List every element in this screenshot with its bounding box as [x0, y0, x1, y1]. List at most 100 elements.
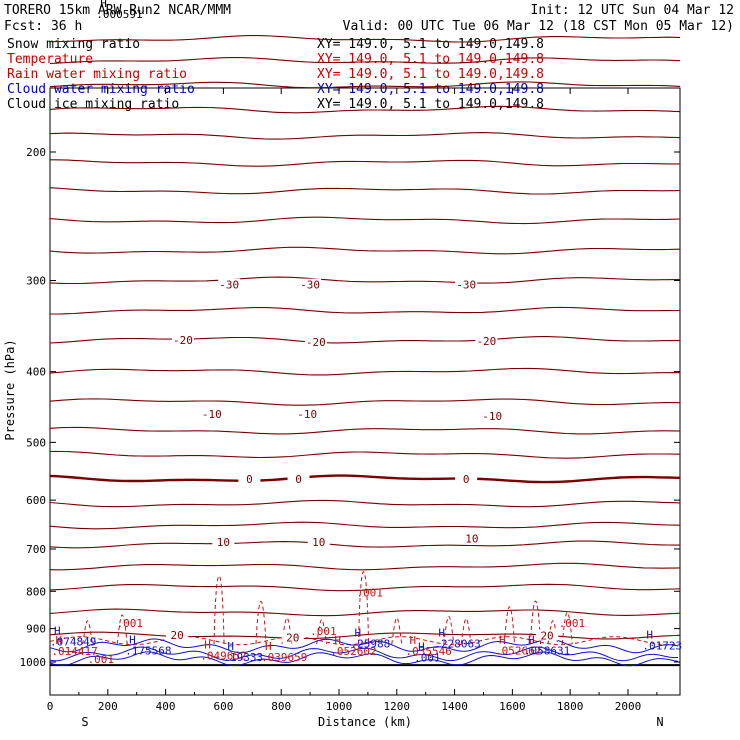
- isotherm-label-bg: [481, 409, 504, 421]
- high-marker: H: [438, 626, 445, 639]
- rain-spike: [391, 617, 403, 645]
- high-value-label: .052662: [495, 645, 541, 658]
- isotherm-line: [49, 540, 680, 549]
- field-legend: Snow mixing ratio XY= 149.0, 5.1 to 149.0…: [7, 37, 544, 112]
- isotherm-line: [49, 132, 681, 140]
- x-tick-label: 1000: [326, 700, 353, 713]
- high-value-label: .01723: [642, 640, 682, 653]
- isotherm-line: [49, 246, 681, 255]
- rain-spike: [316, 619, 328, 645]
- isotherm-line: [49, 35, 681, 43]
- isotherm-line: [49, 367, 681, 376]
- isotherm-label-bg: [475, 334, 498, 346]
- isotherm-label-bg: [455, 472, 478, 484]
- isotherm-label: 0: [295, 473, 302, 486]
- high-value-label: .014417: [51, 645, 97, 658]
- axes: 0 200 400 600 800 1000 1200 1400 1600 1800 2000200…: [20, 88, 680, 713]
- isotherm-label: -30: [219, 279, 239, 292]
- high-value-label: .228063: [434, 637, 480, 650]
- valid-time: Valid: 00 UTC Tue 06 Mar 12 (18 CST Mon …: [343, 19, 734, 34]
- high-marker: H: [409, 634, 416, 647]
- high-marker: H: [55, 634, 62, 647]
- isotherm-line: [49, 187, 681, 195]
- field-name: Temperature: [7, 52, 93, 67]
- field-name: Snow mixing ratio: [7, 37, 140, 52]
- high-marker: H: [227, 640, 234, 653]
- cloud-water-line: [49, 651, 679, 667]
- high-value-label: .074849: [50, 636, 96, 649]
- rain-spike: [547, 620, 559, 645]
- y-tick-label: 500: [26, 436, 46, 449]
- field-name: Cloud water mixing ratio: [7, 82, 195, 97]
- field-xy-range: XY= 149.0, 5.1 to 149.0,149.8: [317, 82, 544, 97]
- forecast-hour: Fcst: 36 h: [4, 19, 82, 34]
- isotherm-label: -20: [306, 336, 326, 349]
- isotherm-label: 0: [246, 473, 253, 486]
- high-value-label: .052602: [330, 645, 376, 658]
- north-endpoint-label: N: [656, 715, 663, 729]
- rain-contour-base: [49, 636, 681, 646]
- isotherm-label: -10: [202, 408, 222, 421]
- isotherm-line: [50, 306, 680, 315]
- header: TORERO 15km ARW Run2 NCAR/MMM Init: 12 U…: [4, 3, 734, 112]
- isotherm-line: [49, 105, 681, 114]
- temperature-contours: [49, 35, 681, 640]
- isotherm-label: -10: [482, 410, 502, 423]
- isotherm-line: [49, 276, 681, 285]
- x-axis-label: Distance (km): [318, 715, 412, 729]
- field-xy-range: XY= 149.0, 5.1 to 149.0,149.8: [317, 52, 544, 67]
- isotherm-line: [49, 398, 681, 406]
- y-tick-label: 800: [26, 585, 46, 598]
- y-tick-label: 200: [26, 146, 46, 159]
- south-endpoint-label: S: [81, 715, 88, 729]
- field-name: Cloud ice mixing ratio: [7, 97, 179, 112]
- isotherm-label-bg: [460, 532, 483, 544]
- isotherm-label-bg: [296, 407, 319, 419]
- rain-contours: [49, 571, 681, 646]
- isotherm-label-bg: [238, 472, 261, 484]
- y-tick-label: 700: [26, 543, 46, 556]
- isotherm-line: [49, 521, 681, 530]
- isotherm-line: [49, 450, 681, 459]
- cloud-water-line: [49, 638, 679, 654]
- rain-spike: [530, 600, 542, 645]
- isotherm-line: [49, 426, 680, 435]
- cloud-water-contours: [49, 638, 679, 667]
- isotherm-label-bg: [304, 335, 327, 347]
- isotherm-line: [49, 562, 681, 571]
- isotherm-label: 10: [465, 532, 478, 545]
- isotherm-label-bg: [307, 536, 330, 548]
- high-value-label: .19333: [223, 651, 263, 664]
- isotherm-line: [49, 583, 681, 592]
- x-tick-label: 0: [47, 700, 54, 713]
- high-value-label: .039659: [261, 651, 307, 664]
- high-value-label: .035546: [405, 645, 451, 658]
- isotherm-line: [49, 81, 681, 89]
- rain-spike: [358, 571, 370, 645]
- isotherm-label: -20: [173, 334, 193, 347]
- x-tick-label: 1400: [441, 700, 468, 713]
- isotherm-label: 20: [286, 631, 299, 644]
- high-marker: H: [265, 640, 272, 653]
- high-marker: H: [646, 629, 653, 642]
- high-value-label: .25988: [351, 637, 391, 650]
- x-tick-label: 1600: [499, 700, 526, 713]
- cloud-water-line: [49, 646, 679, 662]
- rain-contour-label: .001: [310, 625, 337, 638]
- high-value-label: .001: [414, 651, 441, 664]
- isotherm-label: 0: [463, 473, 470, 486]
- x-tick-label: 600: [213, 700, 233, 713]
- isotherm-label-bg: [455, 278, 478, 290]
- high-marker: H: [204, 638, 211, 651]
- high-marker: H: [100, 0, 107, 10]
- rain-spike: [503, 606, 515, 645]
- x-tick-label: 800: [271, 700, 291, 713]
- isotherm-label: -10: [297, 408, 317, 421]
- rain-spike: [82, 620, 94, 645]
- rain-spike: [116, 614, 128, 645]
- isotherm-label-bg: [536, 629, 559, 641]
- isotherm-label: -20: [476, 335, 496, 348]
- isotherm-line: [49, 474, 681, 484]
- isotherm-label: 10: [217, 536, 230, 549]
